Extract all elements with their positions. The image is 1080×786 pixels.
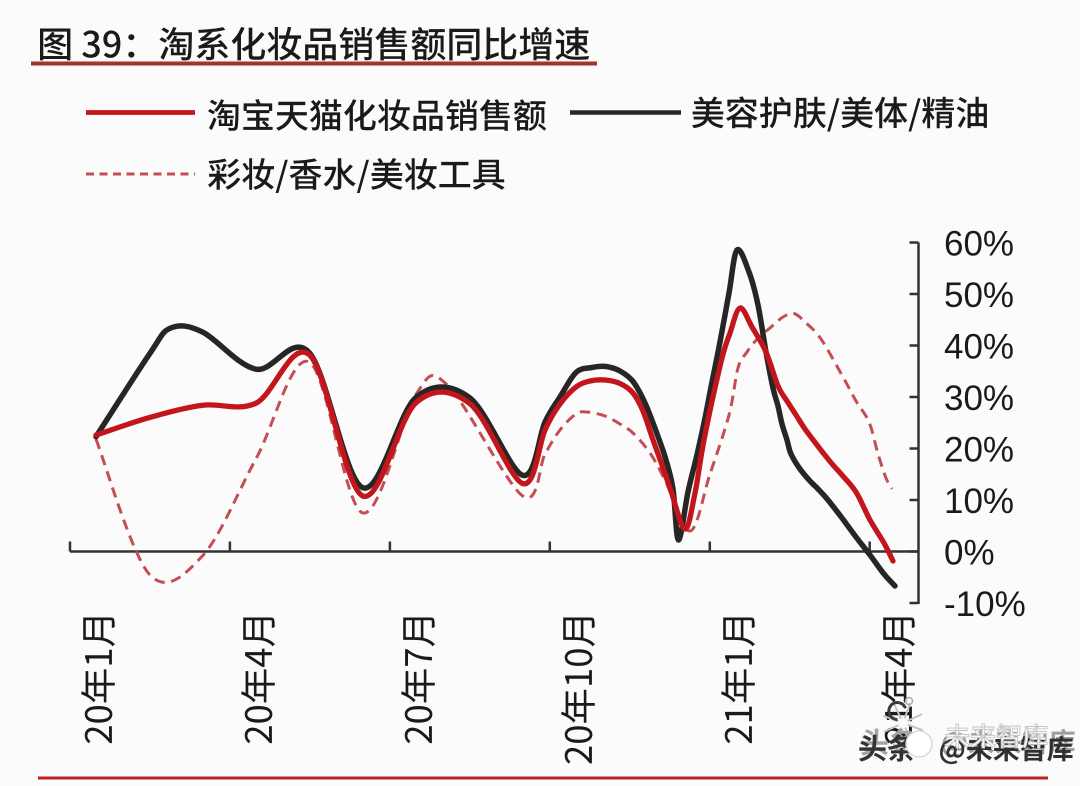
svg-text:30%: 30%: [944, 379, 1014, 418]
svg-text:10%: 10%: [944, 482, 1014, 521]
svg-text:40%: 40%: [944, 327, 1014, 366]
svg-text:50%: 50%: [944, 276, 1014, 315]
svg-text:60%: 60%: [944, 224, 1014, 263]
svg-text:0%: 0%: [944, 533, 995, 572]
svg-text:-10%: -10%: [944, 585, 1026, 624]
svg-text:20%: 20%: [944, 430, 1014, 469]
